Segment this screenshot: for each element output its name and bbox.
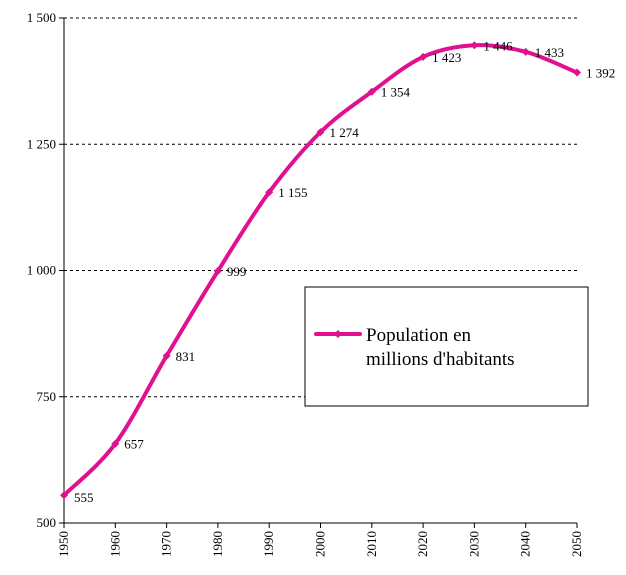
legend-box <box>304 286 589 407</box>
y-tick-label: 500 <box>37 515 57 530</box>
x-tick-label: 1990 <box>261 531 276 557</box>
x-tick-label: 2030 <box>466 531 481 557</box>
data-point-marker <box>265 188 274 197</box>
x-tick-label: 2040 <box>518 531 533 557</box>
x-tick-label: 1960 <box>107 531 122 557</box>
data-label: 1 155 <box>278 185 307 200</box>
y-tick-label: 1 000 <box>27 263 56 278</box>
x-tick-label: 1950 <box>56 531 71 557</box>
data-point-marker <box>367 87 376 96</box>
x-tick-label: 2050 <box>569 531 584 557</box>
y-tick-label: 1 250 <box>27 136 56 151</box>
data-point-marker <box>573 68 581 77</box>
x-tick-label: 1980 <box>210 531 225 557</box>
data-point-marker <box>316 128 325 137</box>
data-point-marker <box>521 47 530 56</box>
x-tick-label: 1970 <box>159 531 174 557</box>
data-label: 1 446 <box>483 38 513 53</box>
legend-label-line-1: Population en <box>366 325 472 346</box>
data-label: 831 <box>176 349 196 364</box>
x-tick-label: 2010 <box>364 531 379 557</box>
y-tick-label: 1 500 <box>27 10 56 25</box>
legend-marker <box>334 330 342 338</box>
x-axis-ticks: 1950 1960 1970 1980 1990 2000 2010 2020 2030 2040… <box>56 523 584 557</box>
data-point-marker <box>419 52 428 61</box>
data-label: 555 <box>74 490 94 505</box>
series-population: 555 657 831 999 1 155 1 274 1 354 1 423 1 446 1 4… <box>60 38 615 505</box>
y-axis-ticks: 500 750 1 000 1 250 1 500 <box>27 10 64 530</box>
data-point-marker <box>213 267 222 276</box>
series-line <box>62 43 579 498</box>
data-label: 1 423 <box>432 50 461 65</box>
data-label: 1 392 <box>586 66 615 81</box>
x-tick-label: 2000 <box>313 531 328 557</box>
data-label: 657 <box>124 437 144 452</box>
data-point-marker <box>162 351 171 360</box>
data-label: 1 274 <box>330 125 360 140</box>
y-tick-label: 750 <box>37 389 57 404</box>
legend: Population en millions d'habitants <box>304 286 589 407</box>
data-point-marker <box>470 41 479 50</box>
data-label: 999 <box>227 264 247 279</box>
data-label: 1 354 <box>381 85 411 100</box>
data-point-marker <box>60 491 68 500</box>
data-point-marker <box>111 439 120 448</box>
legend-label-line-2: millions d'habitants <box>366 349 515 370</box>
x-tick-label: 2020 <box>415 531 430 557</box>
data-label: 1 433 <box>535 45 564 60</box>
